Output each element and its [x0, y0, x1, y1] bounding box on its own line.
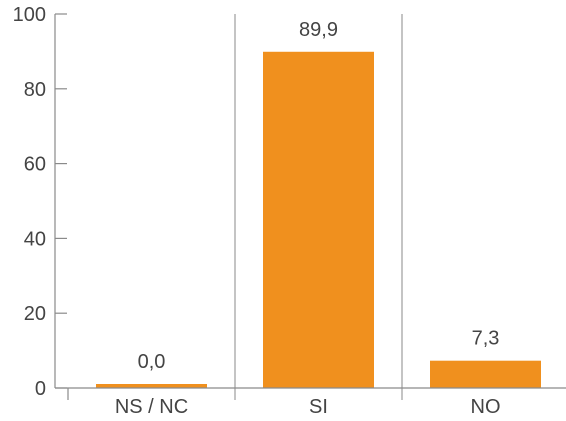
y-tick-label: 100	[13, 4, 46, 26]
bar	[430, 360, 541, 388]
bar	[263, 51, 374, 389]
category-separators	[234, 14, 403, 400]
bars	[96, 51, 541, 389]
bar	[96, 384, 207, 388]
y-tick-label: 20	[24, 303, 46, 325]
y-tick-label: 60	[24, 154, 46, 176]
data-label: 0,0	[138, 351, 166, 373]
x-tick-label: NS / NC	[115, 396, 188, 418]
labels: 0 20 40 60 80 100 0,0 NS / NC 89,9 SI 7,3 NO	[13, 4, 501, 418]
data-label: 89,9	[299, 19, 338, 41]
y-tick-label: 80	[24, 79, 46, 101]
y-tick-label: 0	[35, 378, 46, 400]
x-tick-label: SI	[309, 396, 328, 418]
x-tick-label: NO	[471, 396, 501, 418]
y-tick-label: 40	[24, 228, 46, 250]
data-label: 7,3	[472, 328, 500, 350]
axes	[54, 13, 566, 400]
